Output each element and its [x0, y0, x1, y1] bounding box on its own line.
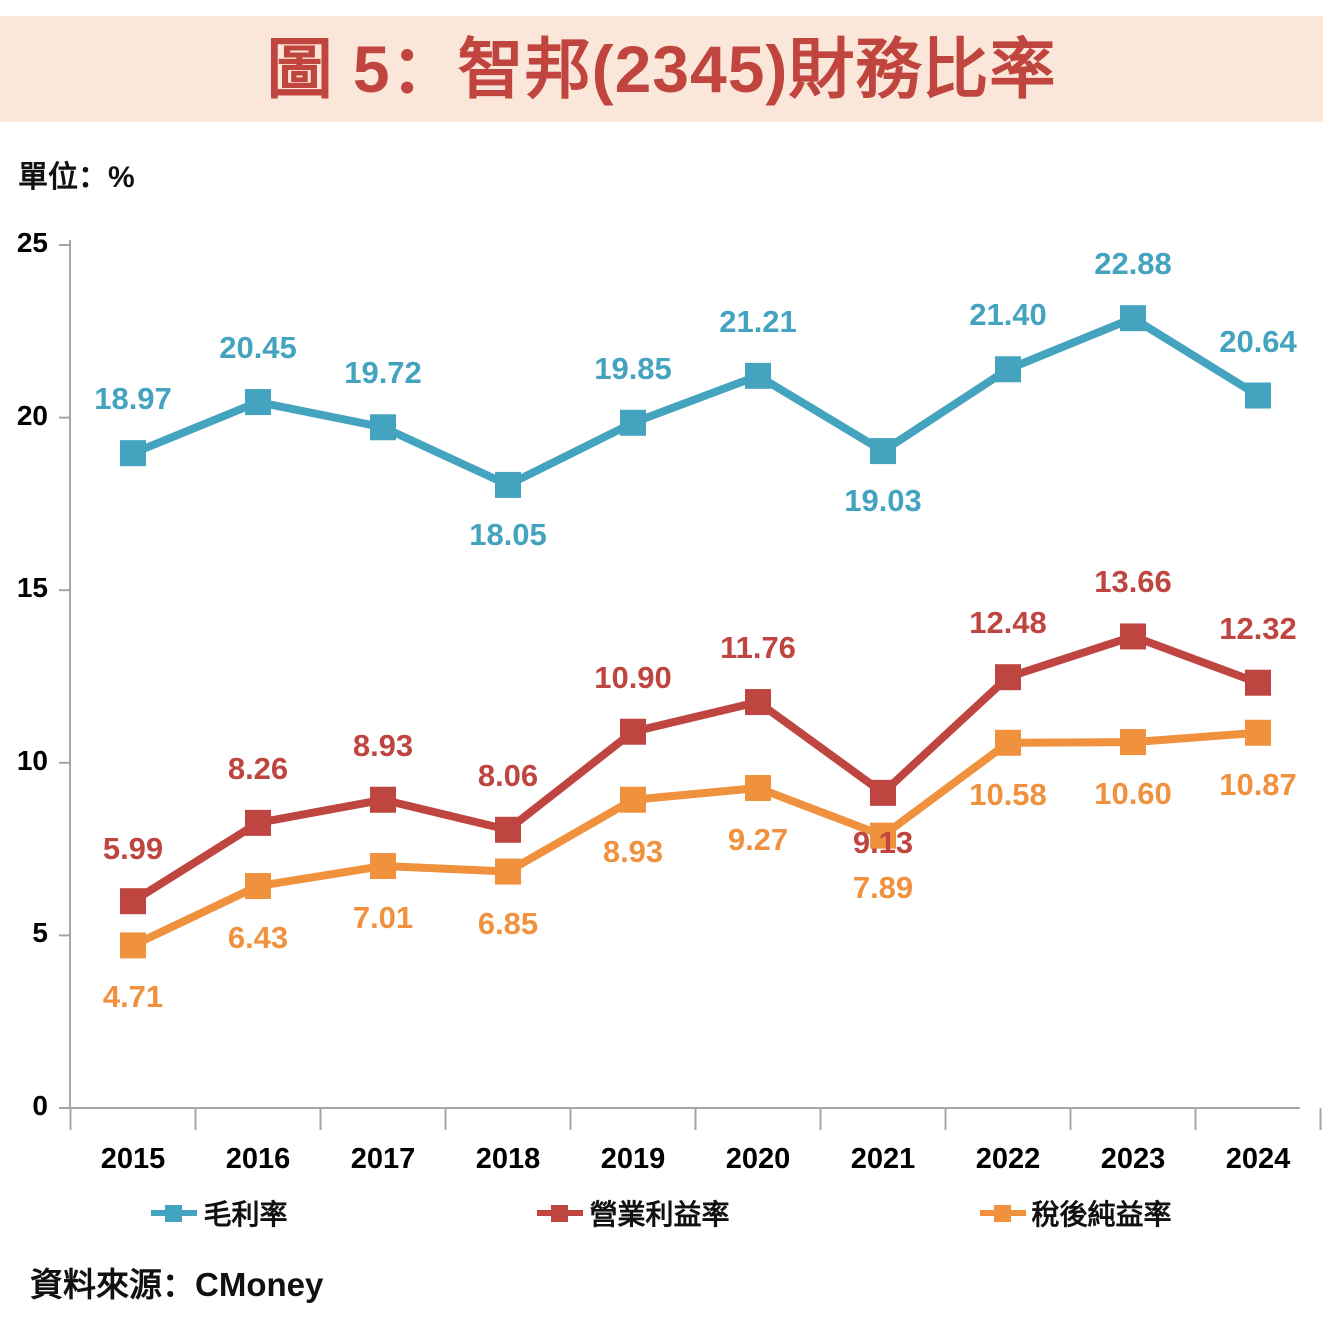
axes	[59, 240, 1322, 1130]
series-marker	[1245, 669, 1271, 696]
data-point-label: 10.58	[969, 776, 1047, 812]
y-axis-tick-label: 15	[16, 572, 48, 604]
series-marker	[620, 409, 646, 436]
data-point-label: 21.21	[719, 303, 797, 339]
y-axis-tick-label: 5	[32, 917, 48, 949]
data-point-label: 4.71	[102, 979, 164, 1015]
series-marker	[120, 888, 146, 915]
series-marker	[370, 786, 396, 813]
series-marker	[870, 822, 896, 849]
data-point-label: 7.01	[352, 900, 414, 935]
data-point-label: 8.26	[227, 750, 289, 786]
x-axis-tick-label: 2019	[600, 1143, 666, 1175]
y-axis-tick-label: 20	[16, 399, 48, 431]
data-point-label: 19.72	[344, 355, 422, 391]
x-axis-tick-label: 2015	[100, 1143, 166, 1175]
page-title: 圖 5：智邦(2345)財務比率	[266, 32, 1057, 106]
data-point-label: 8.93	[602, 833, 664, 869]
legend-square-line-marker-icon	[537, 1201, 584, 1225]
series-marker	[620, 718, 646, 745]
data-point-label: 22.88	[1094, 246, 1172, 282]
data-point-label: 6.43	[227, 920, 289, 956]
y-axis-tick-label: 10	[16, 744, 48, 776]
x-axis-tick-label: 2023	[1100, 1143, 1166, 1175]
series-marker	[370, 414, 396, 441]
x-axis-tick-label: 2024	[1225, 1143, 1291, 1175]
series-marker	[995, 664, 1021, 691]
chart-legend: 毛利率 營業利益率 稅後純益率	[0, 1192, 1323, 1234]
series-marker	[995, 729, 1021, 756]
series-marker	[1120, 305, 1146, 332]
series-line-0	[129, 314, 1262, 489]
data-point-label: 18.97	[94, 381, 172, 417]
legend-item-0[interactable]: 毛利率	[151, 1193, 287, 1233]
series-marker	[120, 440, 146, 467]
data-point-label: 12.48	[969, 605, 1047, 641]
y-axis-tick-label: 0	[32, 1090, 48, 1121]
x-axis-tick-label: 2018	[475, 1143, 541, 1175]
series-marker	[495, 816, 521, 843]
series-lines	[120, 305, 1271, 959]
data-point-label: 5.99	[102, 831, 164, 867]
series-marker	[495, 471, 521, 498]
series-marker	[995, 356, 1021, 383]
series-marker	[1245, 719, 1271, 746]
series-marker	[370, 853, 396, 880]
x-axis-tick-label: 2017	[350, 1143, 416, 1175]
series-marker	[620, 786, 646, 813]
data-point-label: 8.06	[477, 757, 539, 793]
legend-square-line-marker-icon	[979, 1201, 1026, 1225]
series-marker	[870, 438, 896, 465]
data-point-label: 12.32	[1219, 610, 1297, 646]
legend-label: 營業利益率	[589, 1199, 730, 1230]
series-marker	[245, 809, 271, 836]
legend-item-2[interactable]: 稅後純益率	[979, 1193, 1172, 1233]
legend-label: 毛利率	[203, 1199, 288, 1230]
series-marker	[745, 774, 771, 801]
series-marker	[120, 932, 146, 959]
source-note: 資料來源：CMoney	[30, 1266, 324, 1303]
data-point-label: 10.87	[1219, 766, 1297, 802]
x-axis-tick-label: 2020	[725, 1143, 791, 1175]
data-point-label: 9.13	[852, 824, 914, 860]
series-line-1	[129, 632, 1262, 906]
data-point-label: 20.45	[219, 330, 297, 366]
series-marker	[245, 389, 271, 416]
data-point-label: 8.93	[352, 727, 414, 763]
series-line-2	[129, 728, 1262, 950]
data-point-label: 7.89	[852, 869, 914, 905]
data-point-label: 19.85	[594, 350, 672, 386]
series-marker	[1245, 382, 1271, 409]
legend-label: 稅後純益率	[1031, 1199, 1172, 1230]
series-marker	[1120, 729, 1146, 756]
series-marker	[1120, 623, 1146, 650]
x-axis-tick-label: 2016	[225, 1143, 291, 1175]
series-marker	[495, 858, 521, 885]
data-point-label: 10.90	[594, 659, 672, 695]
data-point-label: 6.85	[477, 905, 539, 941]
x-axis-tick-label: 2021	[850, 1143, 916, 1175]
series-marker	[745, 689, 771, 716]
series-marker	[245, 873, 271, 900]
x-axis-tick-label: 2022	[975, 1143, 1041, 1175]
legend-item-1[interactable]: 營業利益率	[537, 1193, 730, 1233]
data-point-label: 10.60	[1094, 776, 1172, 812]
data-point-label: 11.76	[720, 630, 796, 666]
series-marker	[870, 779, 896, 806]
data-point-label: 13.66	[1094, 564, 1172, 600]
data-point-label: 21.40	[969, 297, 1047, 333]
data-point-label: 18.05	[469, 516, 547, 552]
series-marker	[745, 362, 771, 389]
y-axis-tick-label: 25	[16, 227, 48, 258]
title-banner: 圖 5：智邦(2345)財務比率	[0, 16, 1323, 122]
unit-label: 單位：%	[18, 161, 135, 194]
legend-square-line-marker-icon	[151, 1201, 198, 1225]
data-point-label: 20.64	[1219, 323, 1297, 359]
data-point-label: 19.03	[844, 483, 922, 519]
data-point-label: 9.27	[727, 821, 789, 857]
